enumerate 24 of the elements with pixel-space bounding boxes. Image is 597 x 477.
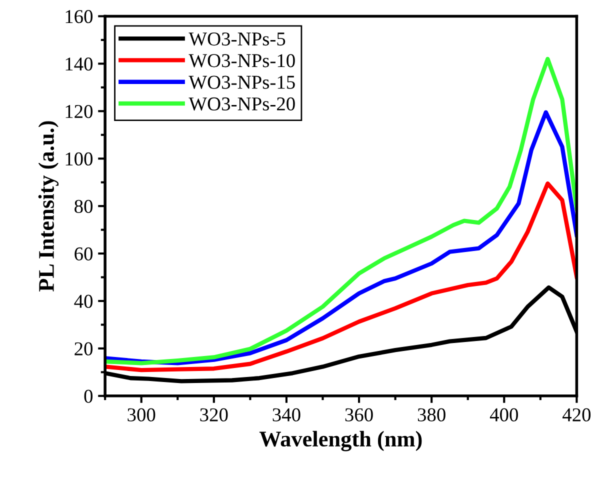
y-tick-label: 120	[66, 104, 93, 118]
line-series	[105, 110, 577, 366]
x-tick-label: 300	[128, 408, 156, 422]
x-tick-label: 340	[272, 408, 300, 422]
y-tick-label: 160	[66, 10, 93, 24]
legend-label: WO3-NPs-5	[188, 32, 286, 46]
legend-label: WO3-NPs-20	[188, 97, 295, 111]
y-tick-label: 40	[74, 294, 93, 308]
y-tick-label: 60	[74, 247, 93, 260]
x-axis-title: Wavelength (nm)	[259, 430, 422, 452]
x-tick-label: 320	[200, 408, 228, 422]
x-tick-label: 380	[418, 408, 446, 422]
x-tick-label: 360	[345, 408, 373, 422]
y-tick-label: 100	[66, 152, 93, 166]
y-tick-label: 20	[74, 342, 93, 356]
x-tick-label: 400	[490, 408, 518, 422]
legend-label: WO3-NPs-15	[188, 76, 295, 89]
y-tick-label: 80	[74, 200, 93, 213]
y-tick-label: 0	[84, 390, 93, 403]
legend-label: WO3-NPs-10	[188, 54, 295, 68]
x-tick-label: 420	[562, 408, 591, 422]
y-tick-label: 140	[66, 57, 93, 71]
line-series	[105, 181, 577, 372]
y-axis-title: PL Intensity (a.u.)	[38, 121, 59, 292]
